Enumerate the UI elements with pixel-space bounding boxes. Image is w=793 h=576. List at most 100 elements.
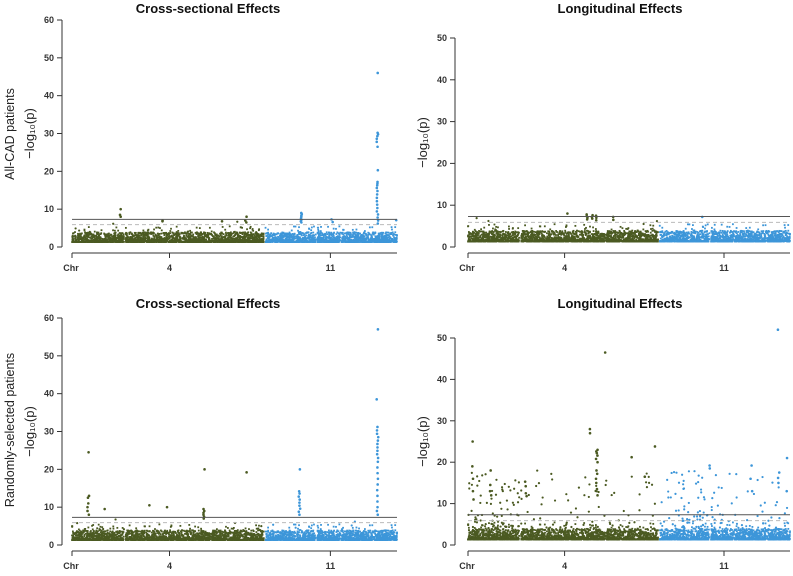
panel-title: Cross-sectional Effects	[136, 1, 281, 16]
snp-point	[384, 240, 387, 243]
snp-point	[295, 239, 298, 242]
snp-point	[279, 240, 282, 243]
snp-point	[163, 238, 165, 241]
snp-point	[326, 240, 329, 243]
snp-point	[302, 240, 305, 243]
snp-point	[219, 233, 222, 236]
y-tick-label: 40	[44, 91, 54, 101]
snp-point	[97, 241, 100, 243]
snp-point	[221, 241, 223, 243]
snp-point	[137, 240, 140, 243]
snp-point	[469, 232, 472, 234]
snp-point	[201, 236, 204, 239]
snp-point	[211, 238, 213, 240]
snp-point	[171, 231, 174, 234]
snp-point	[316, 241, 319, 243]
snp-point	[177, 229, 180, 232]
snp-point	[317, 228, 320, 231]
y-tick-label: 50	[437, 33, 447, 43]
snp-point	[215, 235, 218, 238]
snp-point	[291, 240, 294, 243]
snp-point	[267, 228, 269, 231]
snp-point	[501, 230, 504, 233]
snp-point	[187, 235, 190, 238]
snp-point	[517, 239, 520, 242]
snp-point	[153, 238, 156, 241]
snp-point	[391, 231, 394, 234]
snp-point	[282, 232, 285, 235]
snp-point	[314, 233, 317, 236]
snp-point	[512, 240, 515, 242]
snp-point	[157, 238, 160, 241]
snp-point	[76, 240, 79, 243]
snp-point	[117, 236, 120, 239]
snp-point	[308, 237, 311, 240]
snp-point	[136, 241, 138, 243]
snp-point	[273, 237, 276, 239]
snp-point	[242, 236, 245, 238]
snp-point	[306, 240, 309, 243]
snp-point	[359, 239, 362, 241]
snp-point	[354, 233, 357, 236]
snp-point	[285, 234, 288, 237]
peak-point	[375, 140, 379, 144]
snp-point	[236, 220, 239, 223]
snp-point	[347, 241, 350, 243]
snp-point	[338, 233, 341, 235]
snp-point	[362, 240, 365, 243]
snp-point	[242, 231, 245, 234]
snp-point	[335, 235, 338, 238]
snp-point	[321, 232, 324, 235]
snp-point	[71, 239, 74, 242]
snp-point	[335, 227, 337, 230]
snp-point	[312, 231, 315, 234]
snp-point	[244, 236, 247, 239]
snp-point	[78, 235, 81, 238]
snp-point	[290, 229, 293, 232]
snp-point	[262, 233, 265, 236]
snp-point	[594, 228, 597, 230]
snp-point	[225, 239, 228, 242]
snp-point	[308, 234, 311, 237]
snp-point	[90, 239, 93, 241]
snp-point	[332, 240, 335, 243]
peak-point	[376, 134, 379, 138]
snp-point	[280, 241, 283, 243]
snp-point	[199, 236, 202, 239]
snp-point	[492, 238, 494, 240]
snp-point	[303, 240, 306, 243]
snp-point	[370, 237, 372, 240]
snp-point	[146, 232, 149, 234]
snp-point	[359, 232, 362, 235]
snp-point	[137, 231, 140, 234]
snp-point	[313, 239, 316, 242]
snp-point	[332, 227, 335, 230]
snp-point	[392, 234, 394, 237]
snp-point	[491, 240, 493, 242]
snp-point	[284, 232, 287, 235]
snp-point	[225, 234, 228, 237]
snp-point	[300, 234, 303, 237]
snp-point	[265, 238, 268, 241]
snp-point	[290, 238, 293, 241]
y-axis-label: −log₁₀(p)	[415, 117, 430, 168]
snp-point	[127, 236, 129, 239]
snp-point	[380, 233, 382, 236]
snp-point	[100, 232, 103, 235]
snp-point	[108, 239, 111, 242]
snp-point	[311, 237, 313, 240]
snp-point	[483, 226, 486, 229]
snp-point	[78, 233, 80, 236]
snp-point	[216, 237, 218, 240]
snp-point	[94, 240, 97, 243]
snp-point	[131, 234, 134, 236]
snp-point	[118, 238, 120, 240]
snp-point	[133, 238, 136, 241]
snp-point	[205, 238, 208, 241]
snp-point	[111, 235, 113, 238]
snp-point	[185, 234, 188, 236]
snp-point	[574, 224, 577, 227]
snp-point	[97, 239, 99, 242]
snp-point	[125, 236, 128, 239]
snp-point	[84, 238, 87, 241]
